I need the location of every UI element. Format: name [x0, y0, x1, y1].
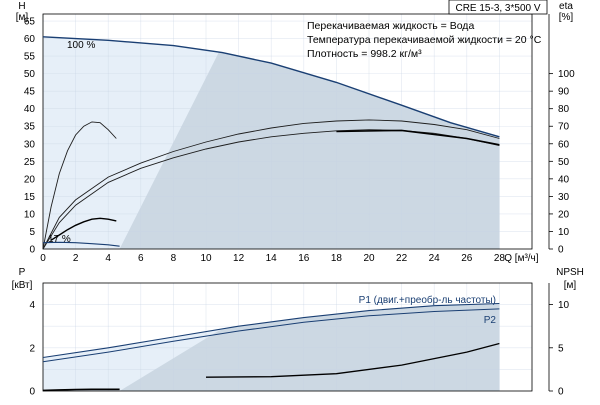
curve-power-min-speed: [42, 388, 120, 392]
x-tick-label: 2: [73, 253, 79, 264]
x-tick-label: 26: [461, 253, 473, 264]
curve-head-efficiency-point: [336, 129, 500, 146]
series-label-p1: P1 (двиг.+преобр-ль частоты): [359, 294, 496, 306]
y-left-tick-label: 50: [24, 69, 36, 80]
y-left-tick-label: 0: [29, 245, 35, 256]
npsh-axis-unit: [м]: [564, 280, 577, 291]
y-left-tick-label: 25: [24, 157, 36, 168]
y-right-tick-label: 30: [558, 192, 570, 203]
y-right-tick-label: 100: [558, 69, 575, 80]
curve-npsh: [205, 342, 500, 378]
curve-p2: [42, 308, 500, 363]
p-tick-label: 2: [29, 343, 35, 354]
x-tick-label: 28: [494, 253, 506, 264]
x-tick-label: 22: [396, 253, 408, 264]
fluid-info-line: Температура перекачиваемой жидкости = 20…: [307, 34, 542, 46]
npsh-axis-label: NPSH: [556, 267, 584, 278]
p-axis-unit: [кВт]: [12, 280, 33, 291]
p-axis-label: P: [19, 267, 26, 278]
model-box: [448, 0, 548, 15]
y-left-tick-label: 15: [24, 192, 36, 203]
x-tick-label: 14: [266, 253, 278, 264]
x-tick-label: 0: [40, 253, 46, 264]
x-tick-label: 10: [200, 253, 212, 264]
y-right-tick-label: 0: [558, 245, 564, 256]
y-left-tick-label: 40: [24, 104, 36, 115]
y-right-tick-label: 10: [558, 227, 570, 238]
fluid-info-line: Плотность = 998.2 кг/м³: [307, 48, 422, 60]
curve-head-max-speed: [42, 36, 500, 138]
speed-label-max: 100 %: [67, 40, 95, 51]
p-tick-label: 4: [29, 300, 35, 311]
y-left-tick-label: 60: [24, 34, 36, 45]
curve-head-upper: [42, 119, 500, 250]
y-right-tick-label: 20: [558, 209, 570, 220]
x-tick-label: 24: [429, 253, 441, 264]
x-tick-label: 16: [298, 253, 310, 264]
curve-p1: [42, 302, 500, 359]
curve-efficiency-low-speed: [50, 217, 117, 241]
npsh-tick-label: 10: [558, 300, 570, 311]
region-operating-range-dark: [119, 51, 500, 249]
x-axis-label: Q [м³/ч]: [504, 253, 539, 264]
x-tick-label: 6: [138, 253, 144, 264]
y-left-tick-label: 65: [24, 17, 36, 28]
curve-efficiency-max-speed: [42, 121, 117, 250]
curve-head-min-speed: [42, 241, 120, 247]
x-tick-label: 12: [233, 253, 245, 264]
y-left-tick-label: 10: [24, 209, 36, 220]
y-right-tick-label: 70: [558, 122, 570, 133]
y-right-axis-unit: [%]: [559, 12, 574, 23]
x-tick-label: 18: [331, 253, 343, 264]
y-right-tick-label: 40: [558, 174, 570, 185]
plot-frame-top: [42, 13, 533, 250]
y-left-tick-label: 20: [24, 174, 36, 185]
model-label: CRE 15-3, 3*500 V: [455, 3, 540, 14]
y-left-tick-label: 55: [24, 52, 36, 63]
y-right-tick-label: 80: [558, 104, 570, 115]
y-right-axis-label: eta: [559, 1, 573, 12]
y-left-tick-label: 35: [24, 122, 36, 133]
npsh-tick-label: 5: [558, 343, 564, 354]
y-left-tick-label: 30: [24, 139, 36, 150]
series-label-p2: P2: [484, 315, 497, 326]
y-left-axis-label: H: [18, 1, 25, 12]
fluid-info-line: Перекачиваемая жидкость = Вода: [307, 20, 474, 32]
y-left-tick-label: 45: [24, 87, 36, 98]
npsh-tick-label: 0: [558, 387, 564, 398]
y-right-tick-label: 90: [558, 87, 570, 98]
plot-frame-bottom: [42, 282, 533, 392]
y-right-tick-label: 50: [558, 157, 570, 168]
p-tick-label: 0: [29, 387, 35, 398]
x-tick-label: 8: [171, 253, 177, 264]
speed-label-min: 17 %: [48, 234, 71, 245]
y-left-axis-unit: [м]: [16, 12, 29, 23]
x-tick-label: 4: [105, 253, 111, 264]
x-tick-label: 20: [363, 253, 375, 264]
y-right-tick-label: 60: [558, 139, 570, 150]
y-left-tick-label: 5: [29, 227, 35, 238]
